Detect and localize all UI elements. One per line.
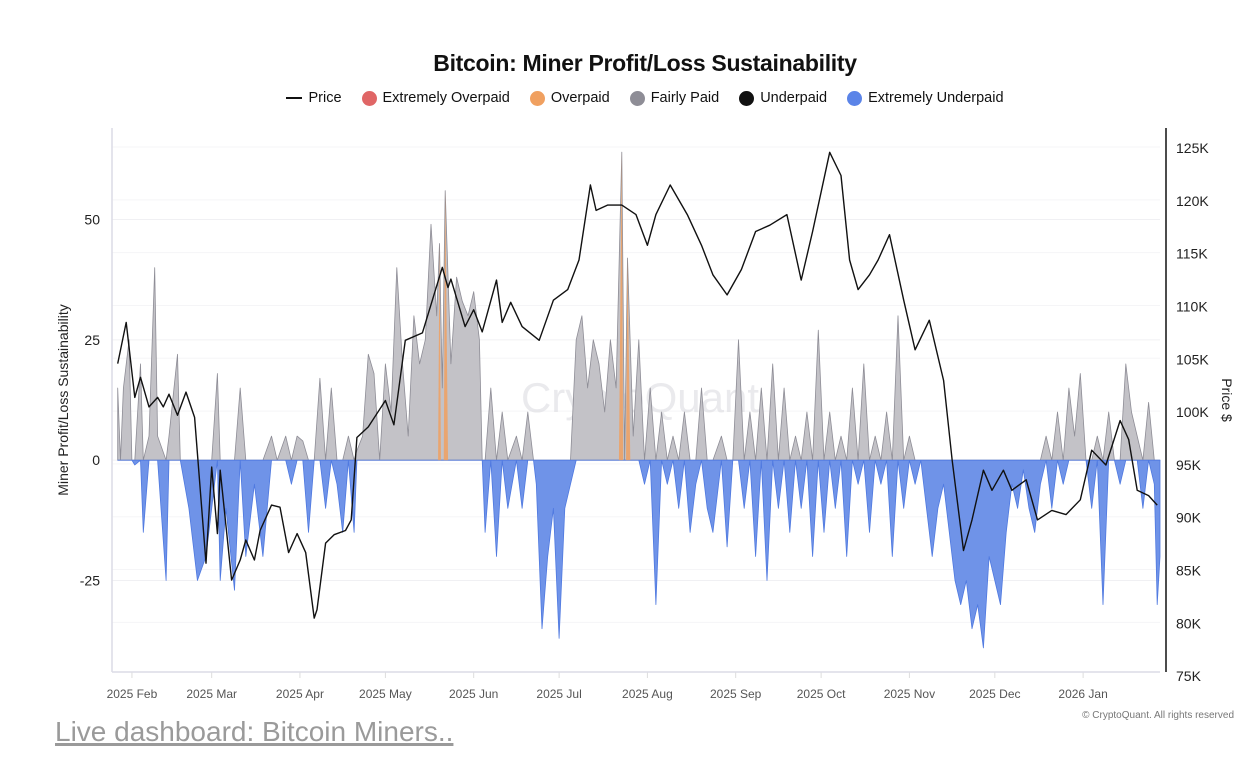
y-right-tick-label: 125K	[1176, 140, 1209, 156]
legend: Price Extremely Overpaid Overpaid Fairly…	[0, 90, 1258, 106]
x-tick-label: 2025 Oct	[797, 687, 846, 701]
legend-label: Underpaid	[760, 90, 828, 106]
chart-title: Bitcoin: Miner Profit/Loss Sustainabilit…	[433, 50, 857, 76]
y-right-tick-label: 115K	[1176, 246, 1208, 262]
y-left-tick-label: -25	[80, 573, 100, 589]
legend-label: Fairly Paid	[650, 90, 720, 106]
legend-label: Extremely Underpaid	[868, 90, 1004, 106]
x-tick-label: 2025 Aug	[622, 687, 673, 701]
x-tick-label: 2025 Nov	[884, 687, 935, 701]
overpaid-spike	[443, 190, 449, 461]
y-right-tick-label: 110K	[1176, 298, 1208, 314]
fairly-paid-area	[117, 151, 1161, 461]
y-right-tick-label: 80K	[1176, 615, 1202, 631]
x-tick-label: 2025 Jul	[536, 687, 581, 701]
x-tick-label: 2025 Jun	[449, 687, 498, 701]
y-left-tick-label: 0	[92, 452, 100, 468]
extremely-underpaid-area	[117, 459, 1161, 649]
x-tick-label: 2025 Apr	[276, 687, 324, 701]
live-dashboard-link[interactable]: Live dashboard: Bitcoin Miners..	[55, 716, 454, 747]
legend-item-extremely-overpaid[interactable]: Extremely Overpaid	[361, 90, 510, 106]
price-line	[117, 151, 1158, 619]
overpaid-spike	[618, 152, 624, 461]
legend-label: Price	[308, 90, 342, 106]
y-right-tick-label: 75K	[1176, 668, 1202, 684]
y-right-axis-label: Price $	[1219, 378, 1235, 422]
x-tick-label: 2025 Dec	[969, 687, 1020, 701]
y-right-tick-label: 100K	[1176, 404, 1209, 420]
legend-item-overpaid[interactable]: Overpaid	[529, 90, 610, 106]
y-right-tick-label: 120K	[1176, 193, 1209, 209]
overpaid-spike	[626, 257, 631, 461]
y-right-tick-label: 85K	[1176, 563, 1202, 579]
x-tick-label: 2025 Sep	[710, 687, 762, 701]
y-left-tick-label: 25	[84, 332, 100, 348]
dot-swatch-icon	[847, 90, 863, 106]
legend-item-underpaid[interactable]: Underpaid	[739, 90, 827, 106]
x-tick-label: 2025 May	[359, 687, 412, 701]
dot-swatch-icon	[361, 90, 377, 106]
line-swatch-icon	[286, 97, 303, 99]
dot-swatch-icon	[629, 90, 645, 106]
legend-label: Overpaid	[550, 90, 610, 106]
x-tick-label: 2025 Feb	[107, 687, 158, 701]
x-tick-label: 2025 Mar	[186, 687, 237, 701]
legend-item-fairly-paid[interactable]: Fairly Paid	[629, 90, 720, 106]
y-right-tick-label: 90K	[1176, 510, 1202, 526]
overpaid-spike	[438, 243, 441, 461]
y-left-axis-label: Miner Profit/Loss Sustainability	[55, 304, 71, 495]
x-tick-label: 2026 Jan	[1058, 687, 1107, 701]
legend-label: Extremely Overpaid	[382, 90, 510, 106]
legend-item-extremely-underpaid[interactable]: Extremely Underpaid	[847, 90, 1004, 106]
dot-swatch-icon	[739, 90, 755, 106]
legend-item-price[interactable]: Price	[286, 90, 342, 106]
y-right-tick-label: 95K	[1176, 457, 1202, 473]
dot-swatch-icon	[529, 90, 545, 106]
copyright-text: © CryptoQuant. All rights reserved	[1082, 710, 1234, 721]
y-right-tick-label: 105K	[1176, 351, 1209, 367]
y-left-tick-label: 50	[84, 211, 100, 227]
